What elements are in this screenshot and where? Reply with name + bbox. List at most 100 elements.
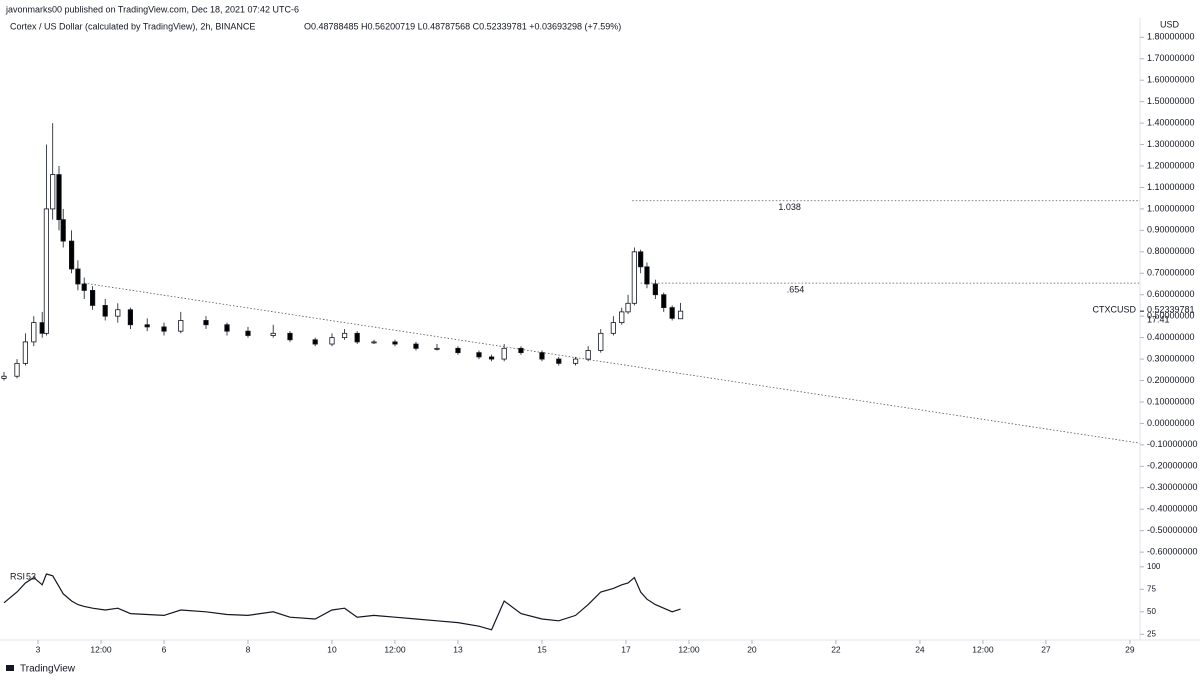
candle-body [203,320,209,326]
candle-body [245,330,251,336]
rsi-name: RSI [10,571,25,581]
x-tick-label: 17 [621,644,631,654]
candle-body [329,337,335,345]
x-tick-label: 15 [537,644,547,654]
rsi-line [3,573,681,631]
candle-body [631,251,637,304]
x-tick-label: 6 [162,644,167,654]
x-tick-label: 10 [327,644,337,654]
candle-body [144,324,150,328]
y-tick-label: 1.50000000 [1147,96,1195,106]
candle-body [669,307,675,319]
candle-body [43,208,50,334]
candle-body [488,356,495,360]
y-tick-label: -0.30000000 [1147,482,1198,492]
currency: USD [1160,19,1180,29]
candle-body [476,352,482,358]
y-tick-label: -0.20000000 [1147,461,1198,471]
candle-body [518,347,524,354]
x-tick-label: 22 [831,644,841,654]
x-tick-label: 20 [747,644,757,654]
rsi-tick-label: 75 [1147,584,1156,593]
symbol-title: Cortex / US Dollar (calculated by Tradin… [10,21,255,31]
candle-body [90,290,96,306]
candle-body [31,322,37,343]
level-label: .654 [787,285,805,295]
candle-body [39,322,45,334]
x-tick-label: 3 [36,644,41,654]
rsi-tick-label: 50 [1147,607,1156,616]
y-tick-label: 1.60000000 [1147,75,1195,85]
candle-body [1,375,7,379]
y-tick-label: 1.00000000 [1147,203,1195,213]
y-tick-label: 0.80000000 [1147,246,1195,256]
y-tick-label: -0.60000000 [1147,547,1198,557]
x-tick-label: 12:00 [678,644,700,654]
y-tick-label: 0.10000000 [1147,396,1195,406]
candle-body [81,283,87,291]
y-tick-label: 1.40000000 [1147,117,1195,127]
candle-body [102,305,108,317]
y-tick-label: 0.30000000 [1147,353,1195,363]
candle-body [14,362,20,377]
candle-body [270,332,276,336]
candle-body [75,268,81,285]
candle-body [625,302,631,313]
x-tick-label: 12:00 [972,644,994,654]
candle-body [455,347,461,354]
y-tick-label: 1.80000000 [1147,32,1195,42]
y-tick-label: 0.40000000 [1147,332,1195,342]
candle-body [434,347,440,350]
candle-body [619,311,625,324]
x-tick-label: 8 [246,644,251,654]
candle-body [677,310,684,320]
y-tick-label: -0.40000000 [1147,504,1198,514]
brand: TradingView [20,664,76,675]
rsi-tick-label: 100 [1147,562,1161,571]
publisher: javonmarks00 published on TradingView.co… [5,4,299,14]
y-tick-label: 1.20000000 [1147,160,1195,170]
candle-body [610,322,616,334]
y-tick-label: 1.10000000 [1147,182,1195,192]
y-tick-label: -0.10000000 [1147,439,1198,449]
candle-body [585,350,591,360]
candle-body [556,358,562,364]
candle-body [127,309,133,326]
candle-body [501,347,507,360]
rsi-tick-label: 25 [1147,629,1156,638]
candle-body [354,332,360,343]
y-tick-label: 0.60000000 [1147,289,1195,299]
candle-body [661,294,667,308]
candle-body [287,332,293,341]
level-label: 1.038 [778,202,801,212]
candle-body [644,266,650,285]
brand-logo: TradingView [6,664,76,675]
candle-body [572,358,579,364]
y-tick-label: 0.00000000 [1147,418,1195,428]
x-tick-label: 12:00 [384,644,406,654]
y-tick-label: 0.20000000 [1147,375,1195,385]
candle-body [161,326,167,332]
countdown: 17:41 [1147,315,1170,325]
candle-body [341,332,348,339]
x-tick-label: 12:00 [90,644,112,654]
last-price: 0.52339781 [1147,305,1195,315]
candle-body [652,283,658,296]
candle-body [60,219,66,242]
y-tick-label: 1.30000000 [1147,139,1195,149]
x-tick-label: 27 [1041,644,1051,654]
ohlc: O0.48788485 H0.56200719 L0.48787568 C0.5… [304,21,621,31]
candle-body [539,352,545,360]
candle-body [22,341,29,364]
y-tick-label: 0.70000000 [1147,268,1195,278]
y-tick-label: 1.70000000 [1147,53,1195,63]
candle-body [224,324,230,332]
y-tick-label: 0.50000000 [1147,311,1195,321]
candle-body [178,320,184,332]
candle-body [50,174,56,210]
candle-body [392,341,398,345]
x-tick-label: 29 [1125,644,1135,654]
candle-body [115,309,121,317]
y-tick-label: -0.50000000 [1147,525,1198,535]
